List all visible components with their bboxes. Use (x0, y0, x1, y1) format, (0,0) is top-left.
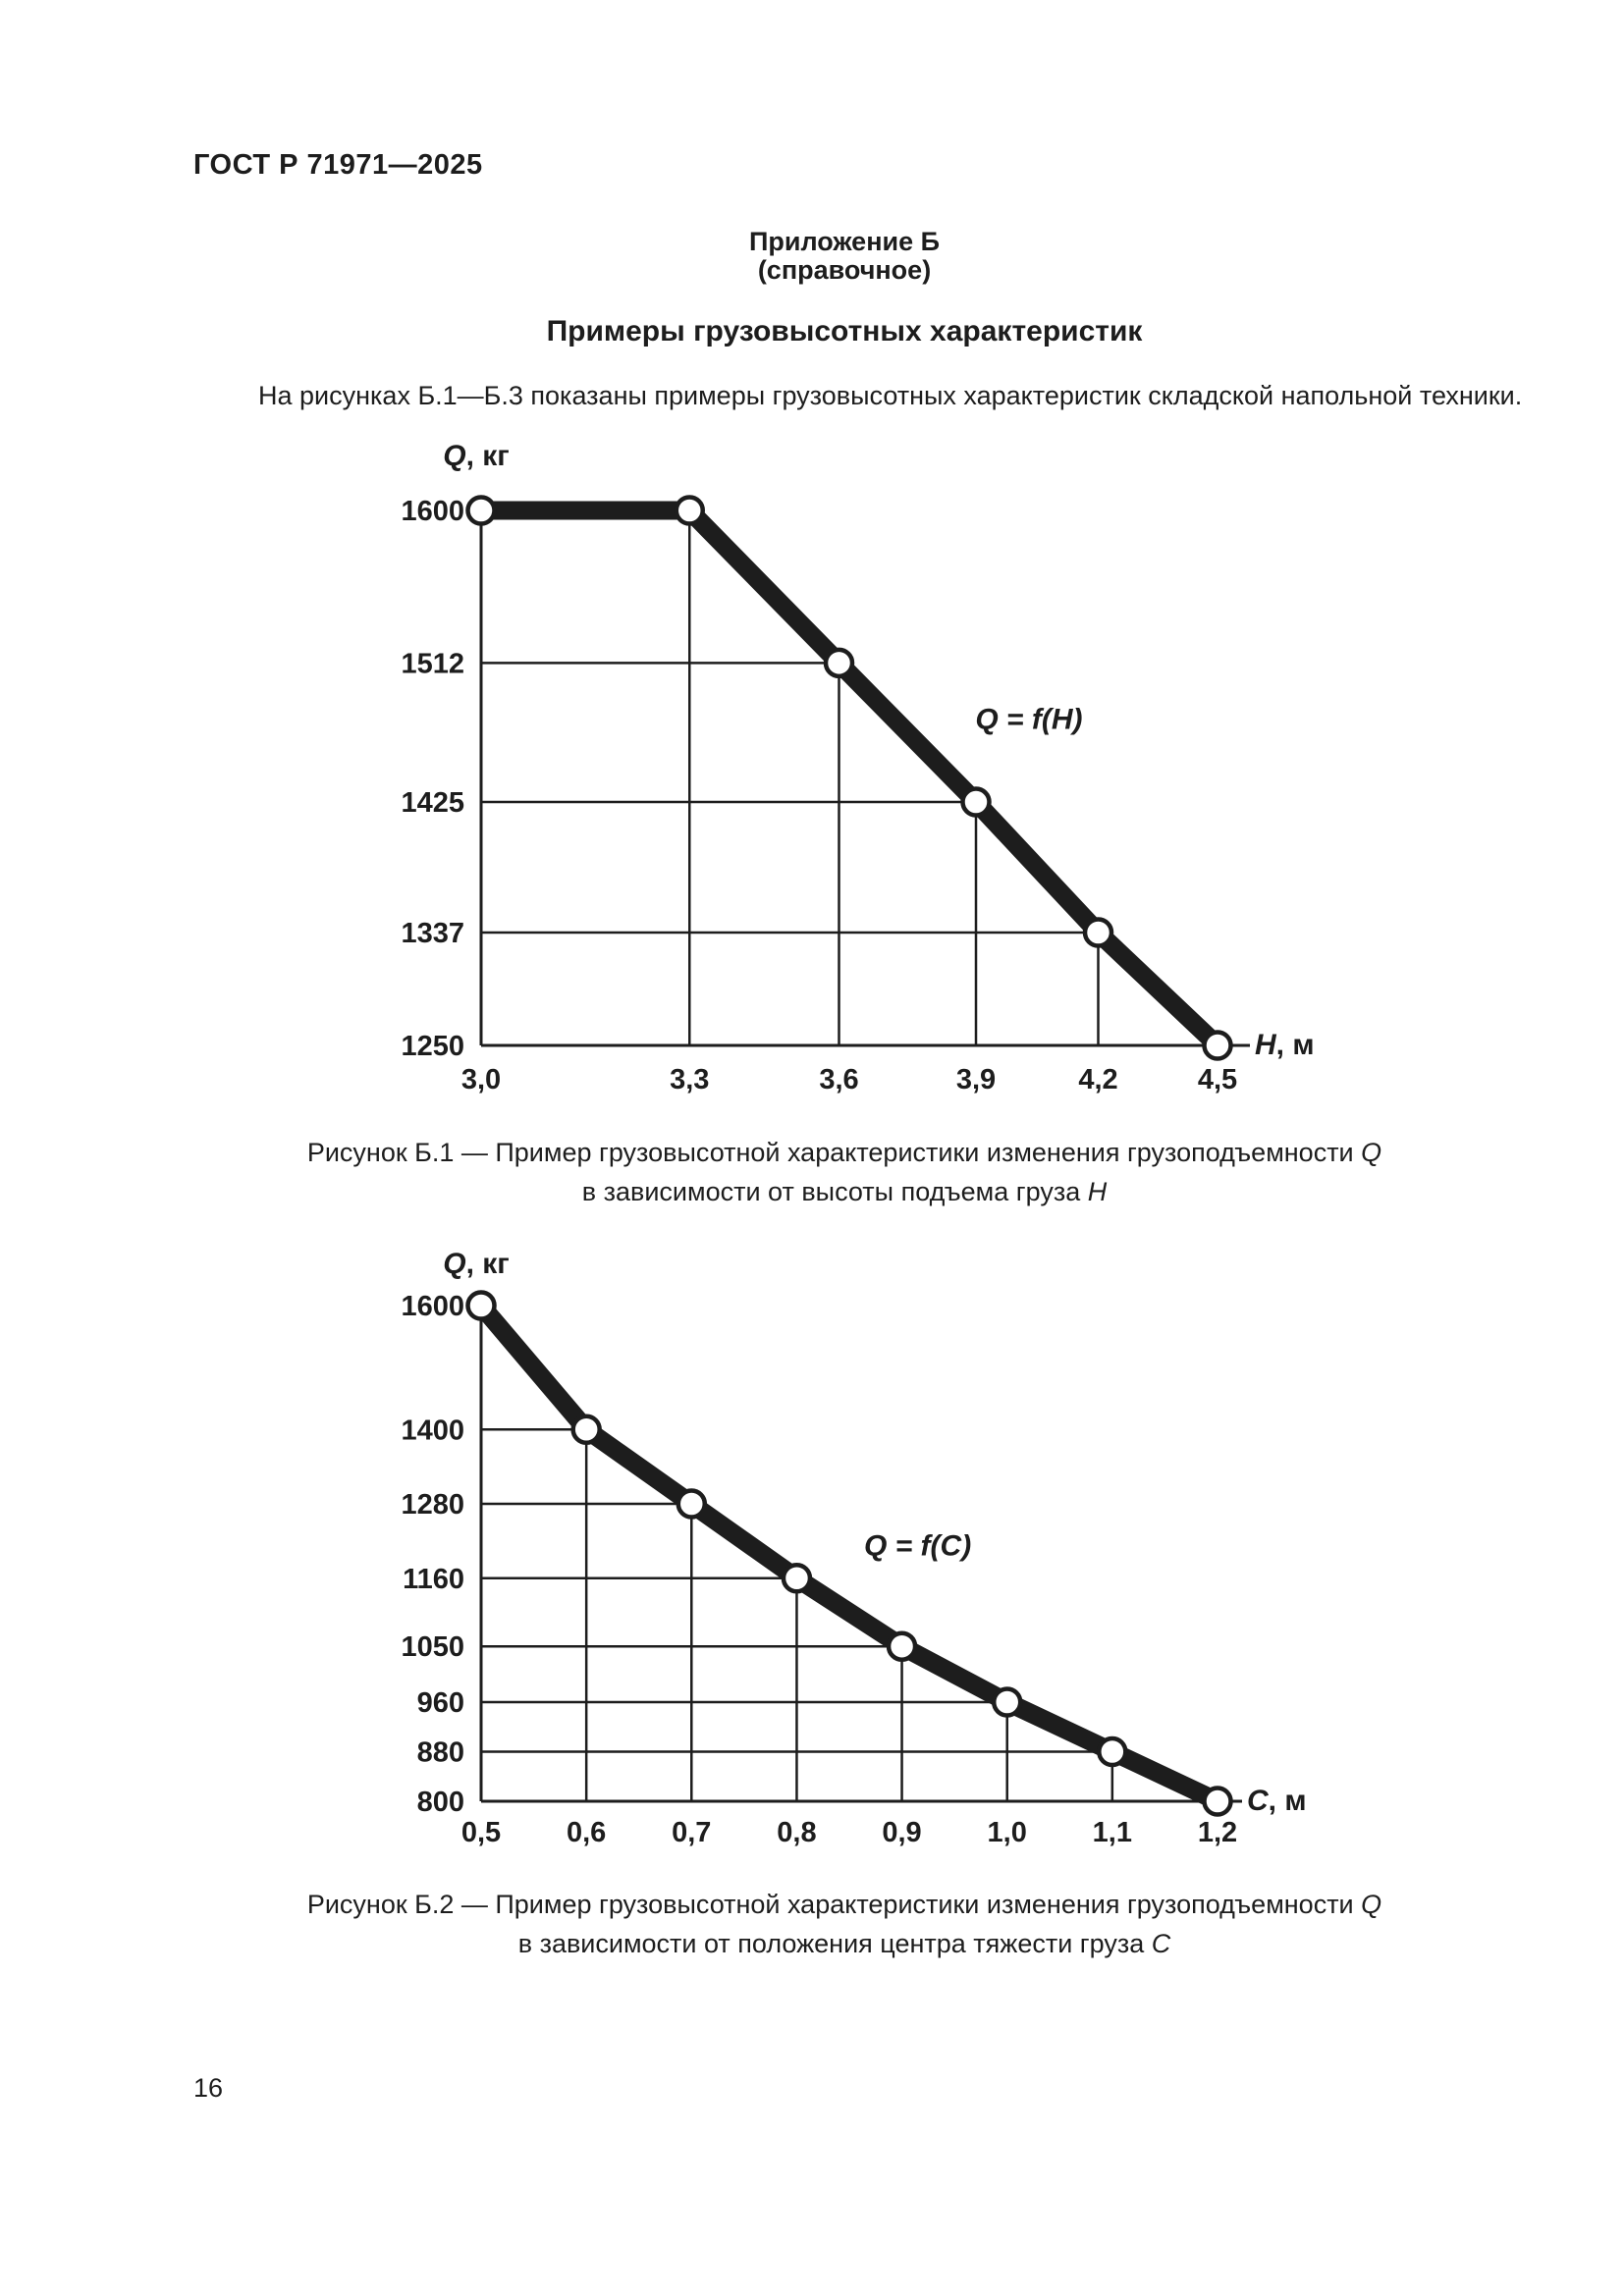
y-tick-label: 800 (417, 1787, 464, 1818)
y-tick-label: 1160 (403, 1564, 464, 1595)
caption-symbol: Q (1361, 1138, 1382, 1167)
caption-text: Рисунок Б.1 — Пример грузовысотной харак… (306, 1138, 1362, 1167)
x-tick-label: 4,5 (1198, 1064, 1237, 1095)
page-number: 16 (193, 2073, 224, 2103)
data-point-marker (1202, 1786, 1233, 1817)
y-tick-label: 1280 (401, 1489, 464, 1521)
y-tick-label: 1250 (401, 1031, 464, 1062)
appendix-label: Приложение Б (748, 227, 941, 256)
data-point-marker (781, 1563, 813, 1594)
data-curve (473, 1299, 1222, 1810)
x-tick-label: 3,0 (461, 1064, 501, 1095)
x-tick-label: 0,6 (567, 1817, 606, 1848)
x-tick-label: 0,5 (461, 1817, 501, 1848)
data-point-marker (1082, 917, 1114, 948)
y-tick-label: 1400 (401, 1415, 464, 1446)
y-tick-label: 1600 (401, 1291, 464, 1322)
y-tick-label: 1337 (401, 918, 464, 949)
y-axis-label: Q, кг (443, 440, 510, 472)
x-tick-label: 0,7 (672, 1817, 711, 1848)
caption-symbol: Q (1361, 1890, 1382, 1919)
data-point-marker (1097, 1735, 1128, 1768)
data-point-marker (465, 495, 497, 526)
data-point-marker (1202, 1030, 1233, 1061)
figure-b1-caption: Рисунок Б.1 — Пример грузовысотной харак… (167, 1133, 1522, 1211)
x-tick-label: 0,8 (777, 1817, 816, 1848)
data-point-marker (676, 1488, 708, 1520)
x-tick-label: 3,3 (670, 1064, 709, 1095)
y-tick-label: 1425 (401, 787, 464, 819)
caption-line: Рисунок Б.2 — Пример грузовысотной харак… (167, 1885, 1522, 1924)
data-point-marker (886, 1630, 918, 1662)
caption-symbol: C (1151, 1929, 1171, 1958)
data-point-marker (823, 647, 855, 679)
data-point-marker (465, 1290, 497, 1321)
y-tick-label: 880 (417, 1737, 464, 1769)
data-point-marker (991, 1686, 1023, 1718)
appendix-kind: (справочное) (757, 255, 932, 285)
y-tick-label: 1600 (401, 496, 464, 527)
caption-line: в зависимости от положения центра тяжест… (167, 1924, 1522, 1963)
x-tick-label: 4,2 (1078, 1064, 1117, 1095)
x-axis-label: H, м (1255, 1029, 1315, 1061)
data-point-marker (570, 1414, 602, 1445)
caption-line: в зависимости от высоты подъема груза H (167, 1172, 1522, 1211)
caption-symbol: H (1087, 1177, 1108, 1206)
caption-text: Рисунок Б.2 — Пример грузовысотной харак… (306, 1890, 1362, 1919)
x-tick-label: 1,1 (1093, 1817, 1132, 1848)
y-tick-label: 1050 (401, 1631, 464, 1663)
data-point-marker (674, 495, 705, 526)
x-tick-label: 1,0 (988, 1817, 1027, 1848)
curve-label: Q = f(C) (864, 1529, 971, 1562)
figure-b2-chart: 0,5 0,6 0,7 0,8 0,9 1,0 1,1 1,2 1600 1400 1280 1160… (401, 1248, 1307, 1848)
y-axis-label: Q, кг (443, 1248, 510, 1280)
intro-paragraph: На рисунках Б.1—Б.3 показаны примеры гру… (258, 381, 1523, 410)
x-axis-label: C, м (1247, 1785, 1307, 1817)
caption-text: в зависимости от высоты подъема груза (581, 1177, 1088, 1206)
x-tick-label: 3,9 (956, 1064, 996, 1095)
x-tick-label: 3,6 (819, 1064, 858, 1095)
document-header: ГОСТ Р 71971—2025 (193, 149, 483, 181)
y-tick-label: 960 (417, 1687, 464, 1719)
figure-b1-chart: 3,0 3,3 3,6 3,9 4,2 4,5 1600 1512 1425 1337 1250 Q,… (401, 440, 1315, 1095)
figure-b2-caption: Рисунок Б.2 — Пример грузовысотной харак… (167, 1885, 1522, 1963)
y-tick-label: 1512 (401, 648, 464, 679)
x-tick-label: 0,9 (882, 1817, 921, 1848)
data-curve (481, 501, 1224, 1052)
appendix-title: Примеры грузовысотных характеристик (546, 315, 1143, 347)
caption-line: Рисунок Б.1 — Пример грузовысотной харак… (167, 1133, 1522, 1172)
curve-label: Q = f(H) (975, 703, 1082, 735)
x-tick-label: 1,2 (1198, 1817, 1237, 1848)
caption-text: в зависимости от положения центра тяжест… (517, 1929, 1152, 1958)
data-point-marker (960, 786, 992, 818)
